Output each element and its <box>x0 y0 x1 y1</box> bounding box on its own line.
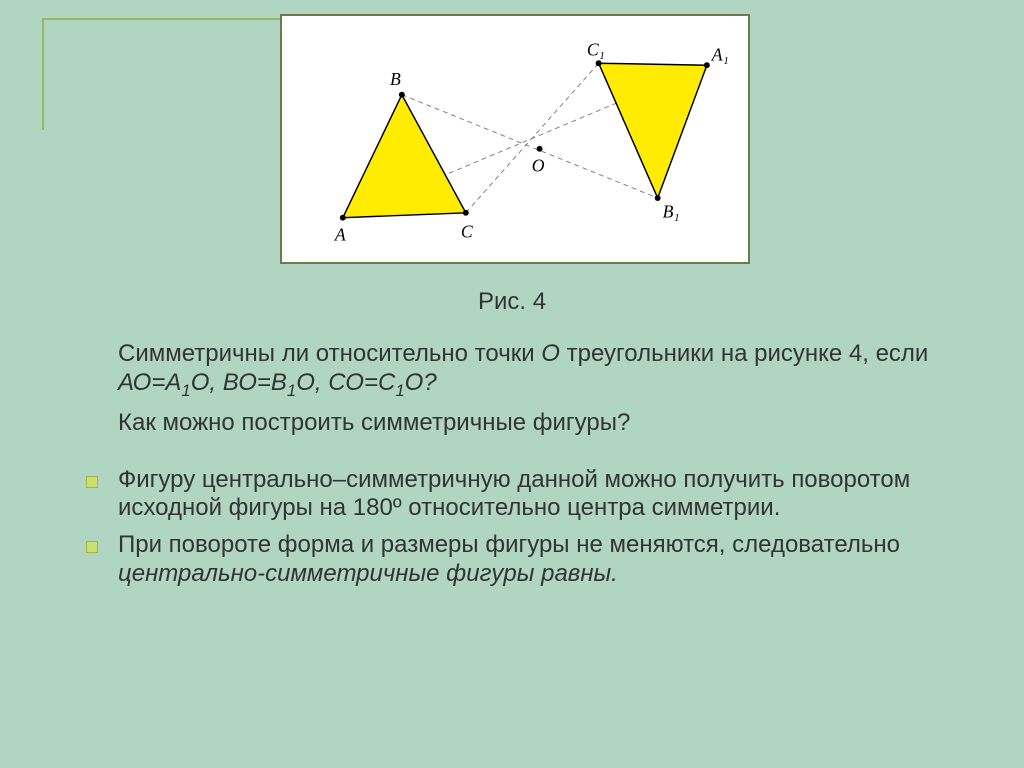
question-1: Симметричны ли относительно точки О треу… <box>70 340 960 401</box>
point-c <box>463 210 469 216</box>
label-b: B <box>390 69 401 89</box>
label-c1: C₁ <box>587 39 605 59</box>
slide: A B C O A₁ B₁ C₁ Рис. 4 Симметричны ли о… <box>0 0 1024 768</box>
label-c: C <box>461 221 473 241</box>
point-a1 <box>704 62 710 68</box>
triangle-a1b1c1 <box>599 63 707 198</box>
b2-part1: При повороте форма и размеры фигуры не м… <box>118 531 900 558</box>
label-b1: B₁ <box>663 202 680 222</box>
figure-caption: Рис. 4 <box>0 288 1024 316</box>
point-b1 <box>655 195 661 201</box>
bullet-1: Фигуру центрально–симметричную данной мо… <box>70 466 960 524</box>
b2-part2: центрально-симметричные фигуры равны. <box>118 560 618 587</box>
point-c1 <box>596 60 602 66</box>
q1-part2: треугольники на рисунке 4, если <box>560 340 928 367</box>
dash-c-c1 <box>466 63 599 213</box>
question-2: Как можно построить симметричные фигуры? <box>70 409 960 438</box>
point-a <box>340 215 346 221</box>
point-o <box>537 146 543 152</box>
geometry-diagram: A B C O A₁ B₁ C₁ <box>282 16 748 262</box>
label-o: O <box>532 155 545 175</box>
point-b <box>399 92 405 98</box>
label-a: A <box>334 224 346 244</box>
label-a1: A₁ <box>711 44 729 64</box>
bullet-2: При повороте форма и размеры фигуры не м… <box>70 531 960 589</box>
figure-box: A B C O A₁ B₁ C₁ <box>280 14 750 264</box>
q1-part1: Симметричны ли относительно точки <box>118 340 541 367</box>
spacer <box>70 446 960 466</box>
content-area: Симметричны ли относительно точки О треу… <box>70 340 960 597</box>
q1-o: О <box>541 340 560 367</box>
q1-equations: АО=А1О, ВО=В1О, СО=С1О? <box>118 369 437 396</box>
